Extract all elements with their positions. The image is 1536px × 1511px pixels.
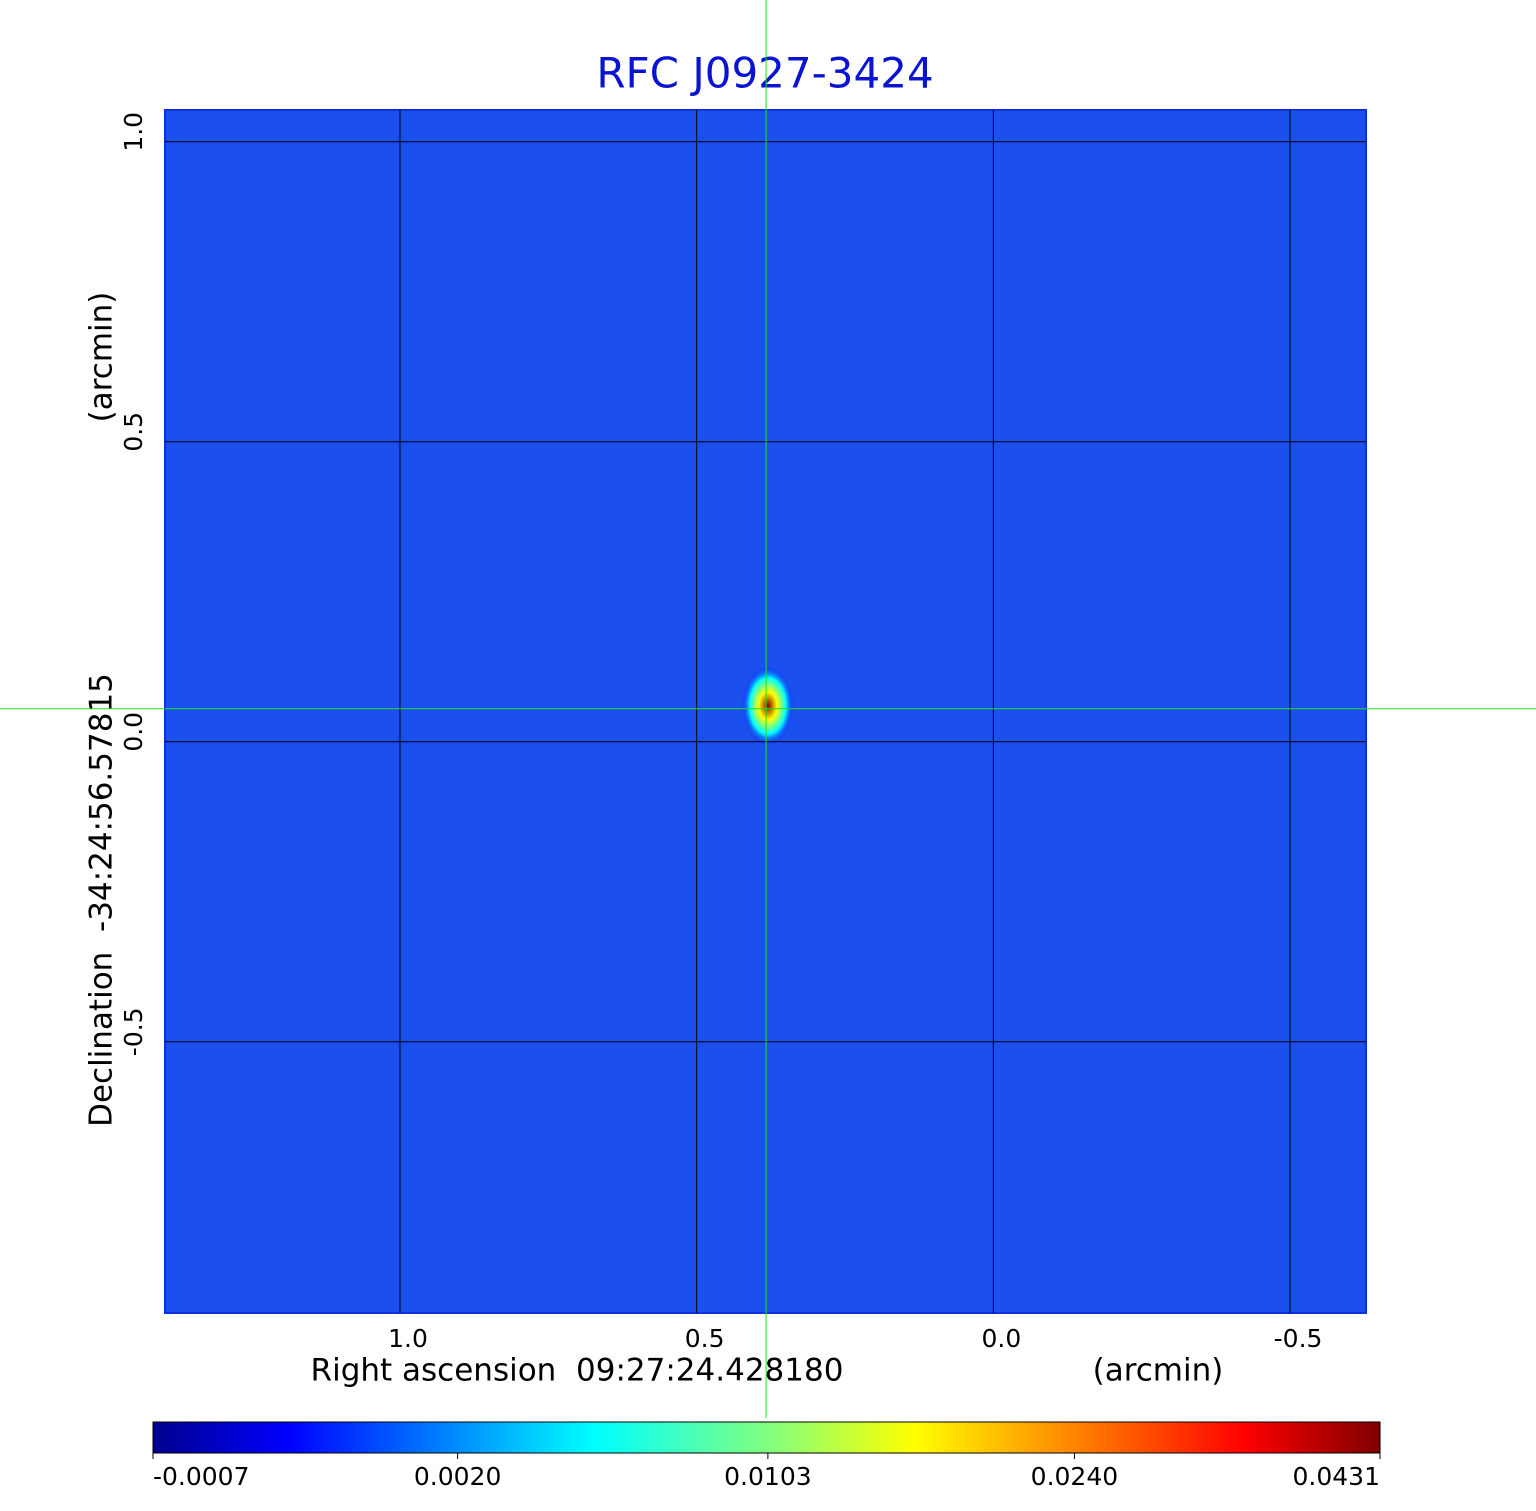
x-axis-label: Right ascension 09:27:24.428180: [311, 1353, 844, 1389]
x-tick-label: 0.0: [981, 1324, 1021, 1353]
y-tick-label: 0.0: [119, 712, 148, 752]
colorbar: [152, 1421, 1381, 1454]
colorbar-tick-label: 0.0431: [1293, 1462, 1380, 1491]
y-axis-unit: (arcmin): [84, 292, 120, 423]
y-axis-label: Declination -34:24:56.57815: [84, 673, 120, 1127]
x-axis-unit: (arcmin): [1093, 1353, 1224, 1389]
x-tick-label: 1.0: [388, 1324, 428, 1353]
x-tick-label: -0.5: [1274, 1324, 1323, 1353]
colorbar-tick-label: 0.0020: [414, 1462, 501, 1491]
colorbar-tick-label: 0.0103: [724, 1462, 811, 1491]
colorbar-tick-label: -0.0007: [153, 1462, 250, 1491]
colorbar-tick-label: 0.0240: [1031, 1462, 1118, 1491]
y-tick-label: -0.5: [119, 1007, 148, 1056]
y-tick-label: 0.5: [119, 412, 148, 452]
y-tick-label: 1.0: [119, 112, 148, 152]
x-tick-label: 0.5: [685, 1324, 725, 1353]
chart-title: RFC J0927-3424: [596, 49, 933, 98]
source: [741, 665, 794, 746]
